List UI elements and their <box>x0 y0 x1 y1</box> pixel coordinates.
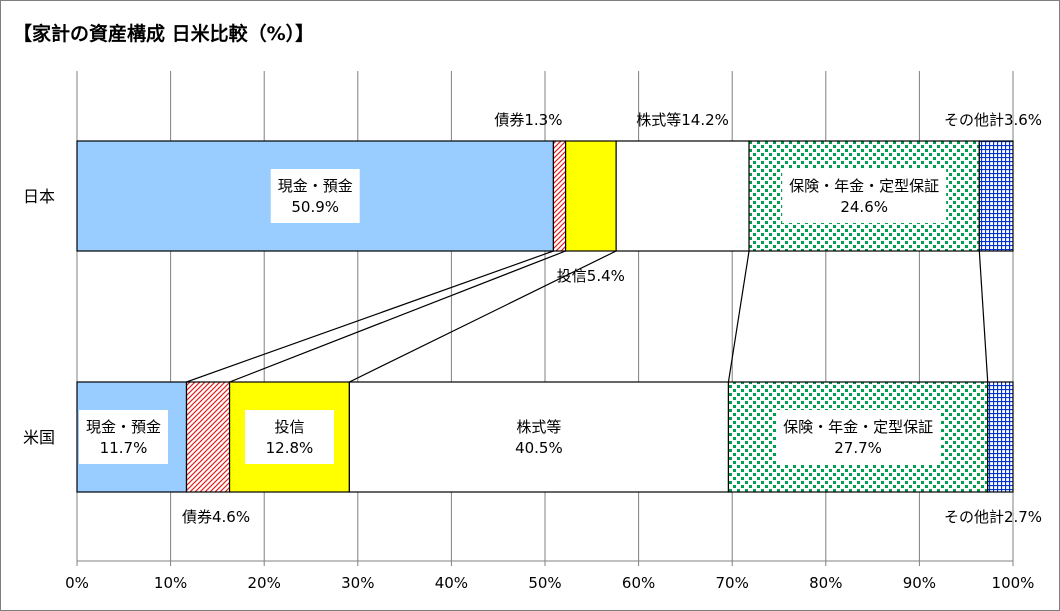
series-connector-line <box>349 250 617 383</box>
data-label: 40.5% <box>515 439 563 457</box>
bar-segment <box>615 140 750 252</box>
x-tick-label: 70% <box>716 574 749 592</box>
x-tick-label: 20% <box>248 574 281 592</box>
category-label: 米国 <box>23 428 55 447</box>
data-label: 投信 <box>274 418 304 436</box>
chart-title: 【家計の資産構成 日米比較（%）】 <box>13 23 315 45</box>
data-label: 株式等 <box>516 418 561 436</box>
connector-lines <box>186 250 989 383</box>
data-label: 保険・年金・定型保証 <box>783 418 933 436</box>
data-label: 投信5.4% <box>557 267 625 285</box>
x-tick-label: 10% <box>154 574 187 592</box>
x-tick-label: 0% <box>65 574 89 592</box>
bar-segment <box>564 140 617 252</box>
bar-segment <box>978 140 1014 252</box>
series-connector-line <box>978 250 989 383</box>
data-label: 24.6% <box>840 198 888 216</box>
data-label-box <box>244 410 334 464</box>
data-label-box <box>776 410 941 464</box>
data-label: 債券4.6% <box>182 508 250 526</box>
x-tick-label: 60% <box>622 574 655 592</box>
x-tick-label: 50% <box>528 574 561 592</box>
bar-segment <box>552 140 567 252</box>
data-label-box <box>79 410 168 464</box>
data-label: 保険・年金・定型保証 <box>789 177 939 195</box>
data-label-box <box>270 169 360 223</box>
data-label-box <box>494 410 584 464</box>
x-tick-label: 100% <box>992 574 1035 592</box>
x-axis: 0% 10% 20% 30% 40% 50% 60% 70% 80% 90% 100% <box>65 560 1035 592</box>
data-label: 債券1.3% <box>494 111 562 129</box>
data-label: 27.7% <box>834 439 882 457</box>
x-tick-label: 30% <box>341 574 374 592</box>
data-label: 株式等14.2% <box>636 111 729 129</box>
series-connector-line <box>229 250 566 383</box>
data-label: 現金・預金 <box>86 418 161 436</box>
bar-segment <box>987 381 1014 493</box>
data-label: 現金・預金 <box>278 177 353 195</box>
series-connector-line <box>186 250 554 383</box>
bar-segment <box>185 381 231 493</box>
data-labels: 現金・預金 50.9% 債券1.3% 投信5.4% 株式等14.2% 保険・年金・定型保証… <box>79 111 1042 526</box>
data-label: 11.7% <box>100 439 148 457</box>
data-label-box <box>782 169 947 223</box>
data-label: その他計3.6% <box>944 111 1042 129</box>
x-tick-label: 40% <box>435 574 468 592</box>
category-label: 日本 <box>23 187 55 206</box>
series-connector-line <box>727 250 750 383</box>
data-label: その他計2.7% <box>944 508 1042 526</box>
x-tick-label: 80% <box>809 574 842 592</box>
data-label: 12.8% <box>266 439 314 457</box>
data-label: 50.9% <box>291 198 339 216</box>
x-tick-label: 90% <box>903 574 936 592</box>
